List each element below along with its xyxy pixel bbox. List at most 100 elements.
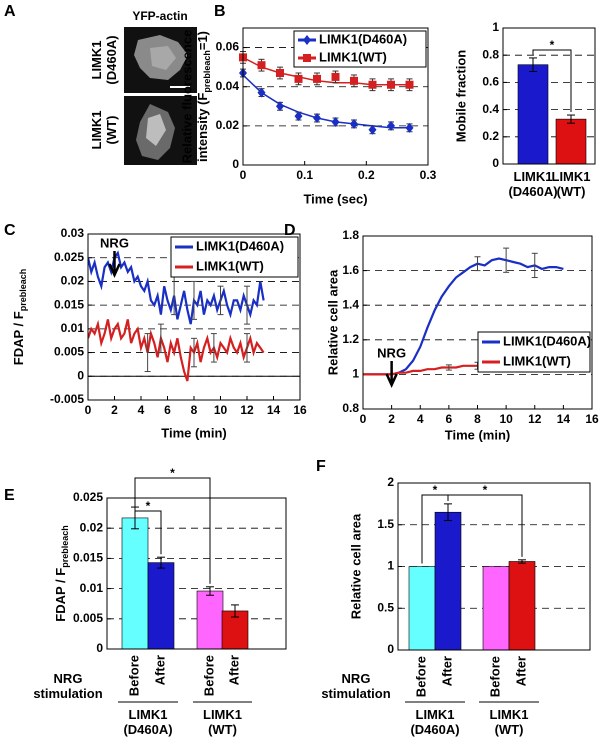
error-bar bbox=[474, 256, 481, 272]
significance-label: * bbox=[146, 499, 151, 513]
fit-line bbox=[242, 56, 410, 86]
panel-label: A bbox=[4, 3, 16, 20]
y-tick-label: 0.025 bbox=[73, 490, 103, 504]
y-tick-label: 0.2 bbox=[482, 129, 499, 143]
error-bar bbox=[518, 559, 526, 564]
x-tick-label: 4 bbox=[138, 403, 145, 417]
image-title: YFP-actin bbox=[132, 9, 187, 23]
x-tick-label: 0.1 bbox=[296, 168, 313, 182]
x-tick-label: 0 bbox=[85, 403, 92, 417]
x-tick-label: 8 bbox=[191, 403, 198, 417]
x-tick-label: Before bbox=[201, 655, 216, 696]
y-tick-label: 1 bbox=[387, 559, 394, 573]
x-tick-label: LIMK1 (WT) bbox=[552, 169, 591, 199]
x-tick-label: 12 bbox=[240, 403, 254, 417]
bar bbox=[408, 566, 436, 651]
x-tick-label: 0.2 bbox=[358, 168, 375, 182]
marker bbox=[405, 122, 414, 133]
plot-frame bbox=[87, 233, 301, 401]
y-tick-label: 0.6 bbox=[482, 75, 499, 89]
error-bar bbox=[206, 586, 214, 596]
marker bbox=[313, 113, 321, 124]
y-tick-label: 0 bbox=[387, 642, 394, 656]
legend-label: LIMK1(WT) bbox=[196, 258, 264, 273]
y-axis-label: Relative fluorescence bbox=[179, 30, 194, 164]
marker bbox=[405, 80, 414, 89]
y-tick-label: 1.8 bbox=[342, 228, 359, 242]
x-axis-label: Time (sec) bbox=[303, 191, 367, 206]
y-tick-label: 1.2 bbox=[342, 332, 359, 346]
bar bbox=[147, 562, 175, 650]
x-tick-label: 14 bbox=[557, 412, 571, 426]
x-tick-label: 10 bbox=[499, 412, 513, 426]
legend-box bbox=[170, 236, 299, 278]
marker bbox=[331, 72, 340, 81]
error-bar bbox=[210, 333, 217, 363]
x-tick-label: 10 bbox=[214, 403, 228, 417]
panel-label: D bbox=[284, 222, 296, 239]
y-tick-label: 0 bbox=[96, 641, 103, 655]
significance-bracket bbox=[134, 504, 162, 555]
legend-label: LIMK1(D460A) bbox=[319, 31, 407, 46]
y-axis-label: Mobile fraction bbox=[453, 50, 468, 143]
x-tick-label: 16 bbox=[293, 403, 307, 417]
error-bar bbox=[503, 247, 510, 273]
y-axis-label-part: FDAP / F bbox=[53, 568, 68, 622]
y-tick-label: 0.005 bbox=[73, 611, 103, 625]
y-tick-label: 1.5 bbox=[377, 517, 394, 531]
error-bar bbox=[531, 252, 538, 279]
y-axis-label: intensity (Fprebleach=1) bbox=[195, 31, 212, 162]
image-panel: YFP-actin bbox=[124, 9, 197, 165]
y-axis-label: FDAP / Fprebleach bbox=[11, 269, 28, 365]
panel-label: C bbox=[4, 222, 16, 239]
x-tick-label: After bbox=[226, 655, 241, 685]
cell-detail bbox=[146, 114, 166, 146]
marker bbox=[294, 111, 303, 122]
bar bbox=[555, 118, 587, 165]
y-tick-label: 0.02 bbox=[80, 520, 104, 534]
significance-bracket bbox=[447, 494, 523, 557]
x-tick-label: Before bbox=[487, 656, 502, 697]
x-axis-label: NRG stimulation bbox=[33, 671, 102, 701]
y-tick-label: 0.5 bbox=[377, 600, 394, 614]
y-tick-label: 0.8 bbox=[482, 47, 499, 61]
x-tick-label: 6 bbox=[446, 412, 453, 426]
plot-frame bbox=[397, 482, 591, 651]
y-axis-label-part: =1) bbox=[195, 31, 210, 50]
y-axis-label-part: intensity (F bbox=[195, 93, 210, 162]
x-tick-label: After bbox=[513, 656, 528, 686]
y-tick-label: 2 bbox=[387, 475, 394, 489]
x-tick-label: Before bbox=[413, 656, 428, 697]
significance-label: * bbox=[170, 466, 175, 480]
x-tick-label: 2 bbox=[388, 412, 395, 426]
legend-label: LIMK1(D460A) bbox=[196, 238, 284, 253]
plot-frame bbox=[106, 497, 287, 650]
y-tick-label: 0 bbox=[77, 368, 84, 382]
marker bbox=[368, 80, 377, 89]
panel-label: F bbox=[316, 458, 326, 475]
y-tick-label: 0.02 bbox=[216, 118, 240, 132]
y-axis-label-part: prebleach bbox=[18, 269, 28, 312]
x-tick-label: 0 bbox=[360, 412, 367, 426]
annotation-arrow bbox=[385, 361, 398, 389]
marker bbox=[276, 69, 284, 78]
panel-label: E bbox=[4, 487, 15, 504]
y-tick-label: 0.005 bbox=[54, 345, 84, 359]
panel-label: B bbox=[214, 3, 226, 20]
x-axis-label: Time (min) bbox=[161, 425, 227, 440]
x-tick-label: After bbox=[439, 656, 454, 686]
error-bar bbox=[144, 333, 151, 373]
x-tick-label: 12 bbox=[528, 412, 542, 426]
y-tick-label: 0.01 bbox=[80, 581, 104, 595]
error-bar bbox=[244, 333, 250, 363]
plot-frame bbox=[502, 27, 596, 165]
significance-label: * bbox=[550, 38, 555, 52]
y-tick-label: 0.04 bbox=[216, 79, 240, 93]
y-axis-label: Relative cell area bbox=[325, 269, 340, 375]
error-bar bbox=[445, 364, 452, 371]
line bbox=[88, 319, 265, 382]
marker bbox=[313, 74, 321, 83]
x-tick-label: 14 bbox=[267, 403, 281, 417]
image-row-label: LIMK1(WT) bbox=[89, 111, 119, 150]
x-tick-label: 0 bbox=[240, 168, 247, 182]
